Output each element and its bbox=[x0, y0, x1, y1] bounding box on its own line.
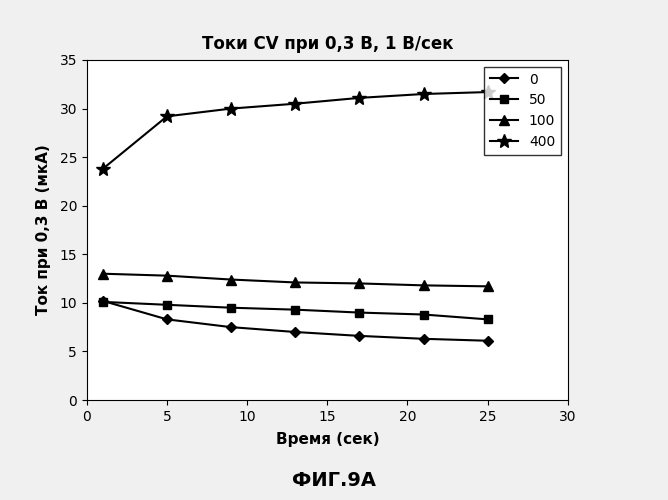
400 bbox=[484, 89, 492, 95]
400 bbox=[99, 166, 107, 172]
100 bbox=[484, 284, 492, 290]
50 bbox=[291, 306, 299, 312]
50 bbox=[163, 302, 171, 308]
400 bbox=[291, 100, 299, 106]
0 bbox=[163, 316, 171, 322]
100 bbox=[420, 282, 428, 288]
100 bbox=[227, 276, 235, 282]
50 bbox=[420, 312, 428, 318]
0 bbox=[484, 338, 492, 344]
Y-axis label: Ток при 0,3 В (мкА): Ток при 0,3 В (мкА) bbox=[36, 144, 51, 316]
0 bbox=[420, 336, 428, 342]
400 bbox=[227, 106, 235, 112]
Line: 100: 100 bbox=[98, 269, 492, 291]
50 bbox=[484, 316, 492, 322]
100 bbox=[291, 280, 299, 285]
Text: ФИГ.9А: ФИГ.9А bbox=[292, 470, 376, 490]
Line: 0: 0 bbox=[100, 298, 491, 344]
50 bbox=[355, 310, 363, 316]
400 bbox=[355, 95, 363, 101]
0 bbox=[227, 324, 235, 330]
400 bbox=[420, 91, 428, 97]
Line: 400: 400 bbox=[96, 85, 494, 176]
0 bbox=[99, 298, 107, 304]
100 bbox=[355, 280, 363, 286]
50 bbox=[99, 299, 107, 305]
X-axis label: Время (сек): Время (сек) bbox=[275, 432, 379, 447]
0 bbox=[291, 329, 299, 335]
Title: Токи CV при 0,3 В, 1 В/сек: Токи CV при 0,3 В, 1 В/сек bbox=[202, 35, 453, 53]
0 bbox=[355, 333, 363, 339]
100 bbox=[99, 270, 107, 276]
Line: 50: 50 bbox=[99, 298, 492, 324]
Legend: 0, 50, 100, 400: 0, 50, 100, 400 bbox=[484, 67, 561, 155]
400 bbox=[163, 114, 171, 119]
100 bbox=[163, 272, 171, 278]
50 bbox=[227, 304, 235, 310]
